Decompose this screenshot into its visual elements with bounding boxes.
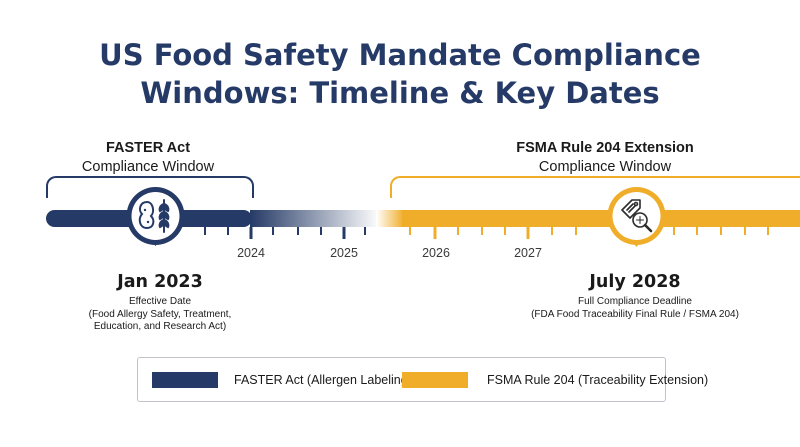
faster-milestone-line-3: Education, and Research Act) xyxy=(93,321,227,332)
faster-milestone-date: Jan 2023 xyxy=(117,272,203,292)
title-line-1: US Food Safety Mandate Compliance xyxy=(99,38,701,72)
legend-swatch-fsma xyxy=(402,372,468,388)
faster-milestone-line-1: Effective Date xyxy=(128,296,192,307)
transition-bar-fade xyxy=(250,210,380,227)
chart-title: US Food Safety Mandate Compliance Window… xyxy=(0,36,800,112)
title-line-2: Windows: Timeline & Key Dates xyxy=(140,76,660,110)
legend-swatch-faster xyxy=(152,372,218,388)
fsma-bar xyxy=(402,210,800,227)
tick-label-2026: 2026 xyxy=(422,246,450,260)
tick-label-2027: 2027 xyxy=(514,246,542,260)
fsma-window-label: FSMA Rule 204 Extension Compliance Windo… xyxy=(480,139,730,177)
fsma-milestone-line-2: (FDA Food Traceability Final Rule / FSMA… xyxy=(531,308,739,320)
fsma-milestone-text: July 2028 Full Compliance Deadline (FDA … xyxy=(520,271,750,321)
fsma-bar-fade xyxy=(376,210,404,227)
traceability-tag-magnifier-icon xyxy=(621,199,653,233)
minor-ticks-faster xyxy=(204,227,229,235)
fsma-milestone-marker xyxy=(607,187,666,247)
legend-label-fsma: FSMA Rule 204 (Traceability Extension) xyxy=(487,373,709,387)
faster-window-subtitle: Compliance Window xyxy=(81,159,215,175)
faster-window-label: FASTER Act Compliance Window xyxy=(48,139,248,177)
minor-ticks-fsma xyxy=(409,227,769,235)
tick-label-2024: 2024 xyxy=(237,246,265,260)
fsma-window-name: FSMA Rule 204 Extension xyxy=(516,140,694,156)
peanut-wheat-allergen-icon xyxy=(138,199,170,233)
legend-label-faster: FASTER Act (Allergen Labeling) xyxy=(234,373,412,387)
minor-ticks-transition xyxy=(272,227,366,235)
faster-window-bracket xyxy=(46,176,254,198)
fsma-milestone-date: July 2028 xyxy=(589,272,681,292)
tick-label-2025: 2025 xyxy=(330,246,358,260)
timeline: 2024 2025 2026 2027 xyxy=(46,187,800,260)
faster-window-name: FASTER Act xyxy=(105,140,191,156)
faster-milestone-line-2: (Food Allergy Safety, Treatment, xyxy=(88,308,232,320)
faster-milestone-text: Jan 2023 Effective Date (Food Allergy Sa… xyxy=(60,271,260,334)
fsma-milestone-line-1: Full Compliance Deadline xyxy=(578,296,692,307)
faster-milestone-marker xyxy=(126,187,185,246)
fsma-window-subtitle: Compliance Window xyxy=(538,159,672,175)
legend: FASTER Act (Allergen Labeling) FSMA Rule… xyxy=(137,357,708,402)
fsma-window-bracket xyxy=(390,176,800,198)
